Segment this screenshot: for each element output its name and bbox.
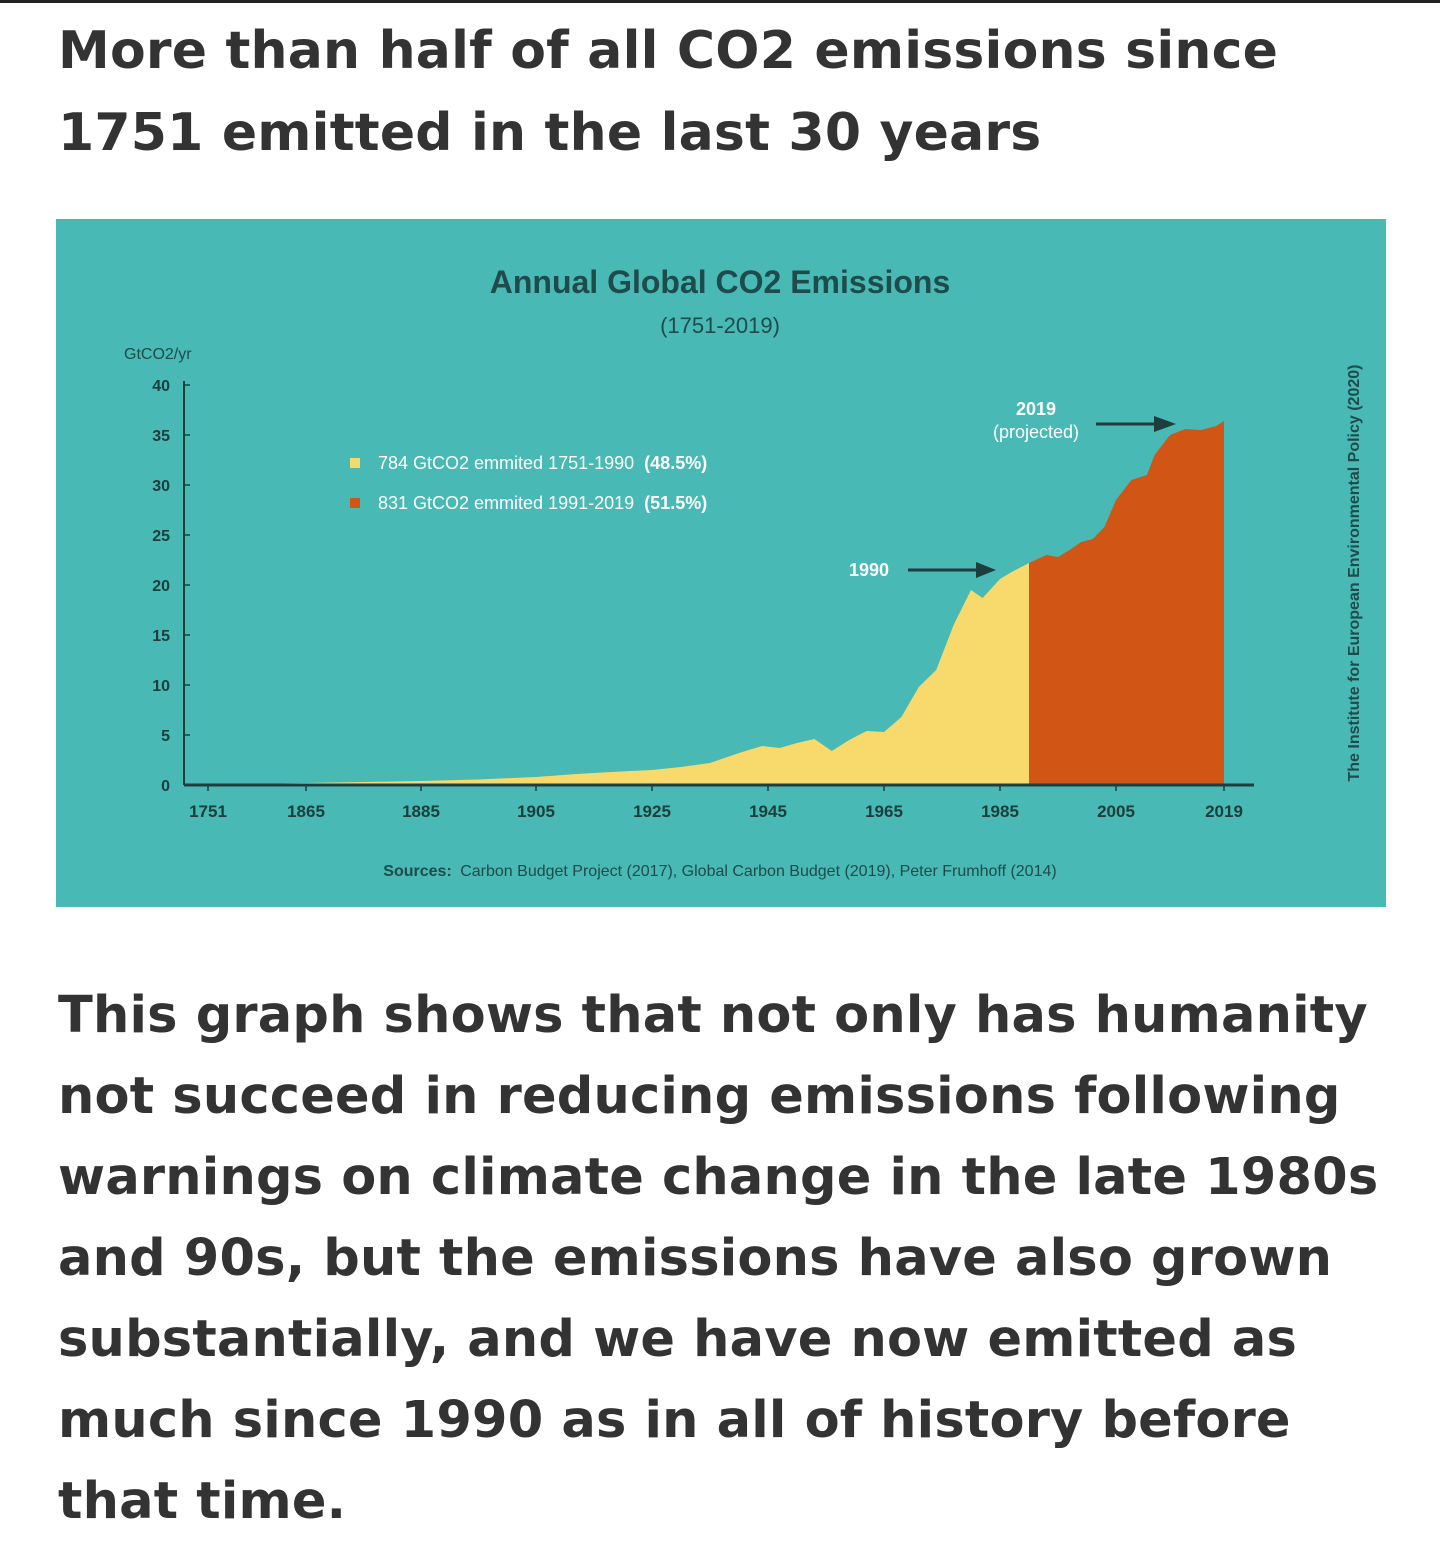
y-tick-label: 35 xyxy=(152,428,170,445)
chart-title: Annual Global CO2 Emissions xyxy=(490,264,951,300)
body-paragraph: This graph shows that not only has human… xyxy=(58,986,1379,1531)
svg-text:Sources: Carbon Budget P: Sources: Carbon Budget Project (2017), G… xyxy=(383,863,1056,880)
svg-text:831 GtCO2 emmited 1991-2019: 831 GtCO2 emmited 1991-2019 (51.5%) xyxy=(378,493,707,513)
emissions-chart: Annual Global CO2 Emissions (1751-2019) … xyxy=(124,264,1363,880)
annotation-1990-arrowhead xyxy=(976,562,996,578)
legend-swatch-post1990 xyxy=(350,498,360,508)
x-tick-label: 2019 xyxy=(1205,802,1243,821)
annotation-2019-label: 2019 xyxy=(1016,399,1056,419)
legend-share-pre1990: (48.5%) xyxy=(644,453,707,473)
side-credit: The Institute for European Environmental… xyxy=(1346,365,1363,782)
area-1991-2019 xyxy=(1029,421,1224,785)
top-rule xyxy=(0,0,1440,3)
legend-label-pre1990: 784 GtCO2 emmited 1751-1990 xyxy=(378,453,634,473)
x-tick-label: 1965 xyxy=(865,802,903,821)
x-tick-label: 1751 xyxy=(189,802,227,821)
area-series xyxy=(208,421,1224,785)
legend-share-post1990: (51.5%) xyxy=(644,493,707,513)
headline: More than half of all CO2 emissions sinc… xyxy=(58,21,1279,163)
y-tick-label: 20 xyxy=(152,578,170,595)
y-tick-label: 0 xyxy=(161,778,170,795)
y-tick-label: 5 xyxy=(161,728,170,745)
x-tick-label: 1885 xyxy=(402,802,440,821)
x-tick-label: 1905 xyxy=(517,802,555,821)
y-tick-label: 30 xyxy=(152,478,170,495)
annotation-1990-label: 1990 xyxy=(849,560,889,580)
y-tick-label: 10 xyxy=(152,678,170,695)
legend-label-post1990: 831 GtCO2 emmited 1991-2019 xyxy=(378,493,634,513)
x-tick-label: 1945 xyxy=(749,802,787,821)
y-axis-label: GtCO2/yr xyxy=(124,346,192,363)
y-tick-label: 15 xyxy=(152,628,170,645)
area-1751-1990 xyxy=(208,563,1029,785)
x-tick-label: 1925 xyxy=(633,802,671,821)
svg-text:784 GtCO2 emmited 1751-1990: 784 GtCO2 emmited 1751-1990 (48.5%) xyxy=(378,453,707,473)
y-tick-label: 40 xyxy=(152,378,170,395)
x-tick-label: 1985 xyxy=(981,802,1019,821)
x-tick-label: 1865 xyxy=(287,802,325,821)
sources-label: Sources: xyxy=(383,863,451,880)
chart-subtitle: (1751-2019) xyxy=(660,313,780,338)
x-tick-label: 2005 xyxy=(1097,802,1135,821)
sources-text: Carbon Budget Project (2017), Global Car… xyxy=(460,863,1056,880)
chart-panel: Annual Global CO2 Emissions (1751-2019) … xyxy=(56,219,1386,907)
legend-swatch-pre1990 xyxy=(350,458,360,468)
axes: 0 5 10 15 20 25 30 35 40 1751 1865 1885 1905 1925 1945… xyxy=(152,378,1254,821)
annotation-2019-arrowhead xyxy=(1154,416,1176,432)
y-tick-label: 25 xyxy=(152,528,170,545)
annotation-2019-sublabel: (projected) xyxy=(993,422,1079,442)
